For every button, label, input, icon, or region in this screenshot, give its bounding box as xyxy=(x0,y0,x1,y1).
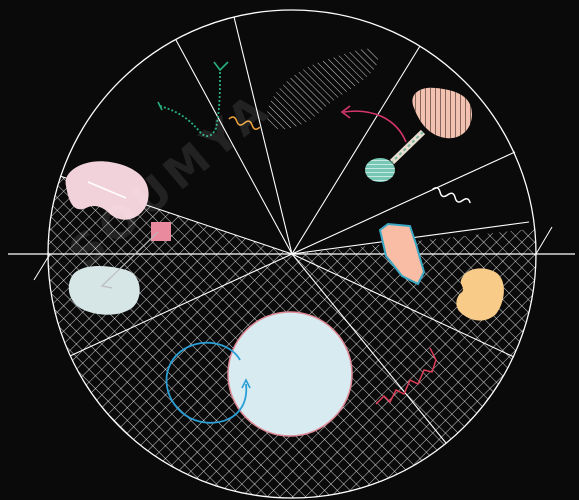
magenta-curve-arrow xyxy=(343,110,407,143)
pink-blob-line xyxy=(87,181,127,199)
orange-squiggle xyxy=(228,116,261,130)
salmon-polygon xyxy=(378,222,426,286)
peach-blob xyxy=(456,268,504,321)
gray-diagonal-arrow xyxy=(101,231,159,287)
red-zigzag xyxy=(375,347,437,405)
arrow-head-icon xyxy=(340,105,351,119)
pale-teal-blob xyxy=(68,266,140,315)
left-tick-line xyxy=(33,253,51,281)
white-squiggle xyxy=(432,187,471,204)
teal-oval-stripes xyxy=(365,158,395,182)
gray-arrow-head-icon xyxy=(100,277,113,289)
big-pale-circle xyxy=(227,311,353,437)
outer-circle xyxy=(47,9,537,499)
right-tick-line xyxy=(535,226,553,255)
blue-circular-arrow xyxy=(165,341,248,424)
hatched-cloud-shape xyxy=(267,48,378,130)
green-dotted-branch xyxy=(159,69,221,137)
pink-square xyxy=(151,222,171,241)
branch-fork-left xyxy=(157,101,163,111)
blob-stick-accent xyxy=(391,131,424,163)
radial-spokes xyxy=(59,16,530,444)
branch-fork-top xyxy=(213,61,229,72)
blue-arrow-head-icon xyxy=(241,378,251,389)
blob-hatching xyxy=(412,87,472,139)
